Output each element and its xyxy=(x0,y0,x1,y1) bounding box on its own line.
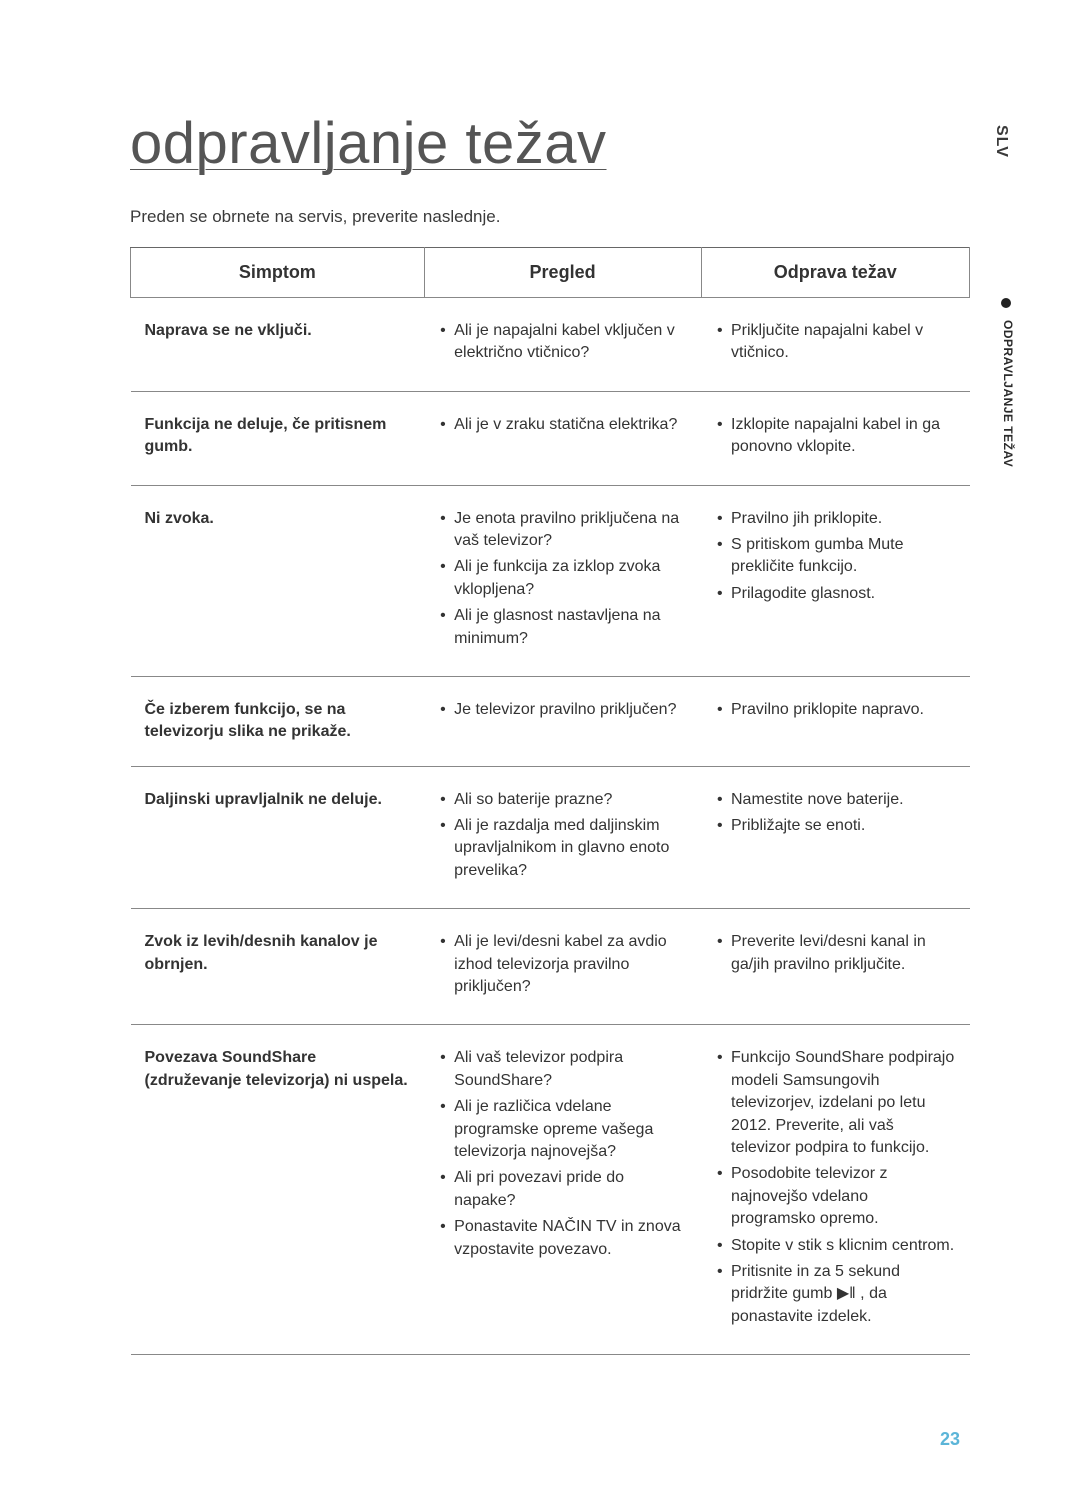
page-title: odpravljanje težav xyxy=(130,110,970,177)
remedy-item: Približajte se enoti. xyxy=(715,815,956,837)
side-language-label: SLV xyxy=(992,125,1010,158)
check-cell: Je televizor pravilno priključen? xyxy=(424,676,701,766)
remedy-cell: Preverite levi/desni kanal in ga/jih pra… xyxy=(701,909,970,1025)
check-cell: Ali je levi/desni kabel za avdio izhod t… xyxy=(424,909,701,1025)
symptom-cell: Funkcija ne deluje, če pritisnem gumb. xyxy=(131,391,425,485)
remedy-item: Priključite napajalni kabel v vtičnico. xyxy=(715,320,956,365)
remedy-cell: Priključite napajalni kabel v vtičnico. xyxy=(701,298,970,392)
remedy-cell: Pravilno priklopite napravo. xyxy=(701,676,970,766)
check-item: Ponastavite NAČIN TV in znova vzpostavit… xyxy=(438,1216,687,1261)
check-item: Ali je različica vdelane programske opre… xyxy=(438,1096,687,1163)
symptom-cell: Daljinski upravljalnik ne deluje. xyxy=(131,766,425,909)
check-cell: Ali vaš televizor podpira SoundShare?Ali… xyxy=(424,1025,701,1355)
remedy-item: Izklopite napajalni kabel in ga ponovno … xyxy=(715,414,956,459)
check-cell: Ali je v zraku statična elektrika? xyxy=(424,391,701,485)
symptom-cell: Če izberem funkcijo, se na televizorju s… xyxy=(131,676,425,766)
symptom-cell: Povezava SoundShare (združevanje televiz… xyxy=(131,1025,425,1355)
symptom-cell: Naprava se ne vključi. xyxy=(131,298,425,392)
col-header-symptom: Simptom xyxy=(131,248,425,298)
remedy-item: Posodobite televizor z najnovejšo vdelan… xyxy=(715,1163,956,1230)
page-number: 23 xyxy=(940,1429,960,1450)
table-row: Zvok iz levih/desnih kanalov je obrnjen.… xyxy=(131,909,970,1025)
check-item: Ali je napajalni kabel vključen v elektr… xyxy=(438,320,687,365)
remedy-item: Pravilno jih priklopite. xyxy=(715,508,956,530)
remedy-item: S pritiskom gumba Mute prekličite funkci… xyxy=(715,534,956,579)
check-item: Je televizor pravilno priključen? xyxy=(438,699,687,721)
check-item: Ali je v zraku statična elektrika? xyxy=(438,414,687,436)
remedy-item: Stopite v stik s klicnim centrom. xyxy=(715,1235,956,1257)
check-item: Ali vaš televizor podpira SoundShare? xyxy=(438,1047,687,1092)
remedy-cell: Pravilno jih priklopite. S pritiskom gumb… xyxy=(701,485,970,676)
table-row: Naprava se ne vključi. Ali je napajalni k… xyxy=(131,298,970,392)
remedy-item: Funkcijo SoundShare podpirajo modeli Sam… xyxy=(715,1047,956,1159)
check-item: Ali je razdalja med daljinskim upravljal… xyxy=(438,815,687,882)
check-item: Je enota pravilno priključena na vaš tel… xyxy=(438,508,687,553)
check-item: Ali je glasnost nastavljena na minimum? xyxy=(438,605,687,650)
intro-text: Preden se obrnete na servis, preverite n… xyxy=(130,207,970,227)
symptom-cell: Ni zvoka. xyxy=(131,485,425,676)
check-cell: Ali je napajalni kabel vključen v elektr… xyxy=(424,298,701,392)
check-cell: Ali so baterije prazne? Ali je razdalja m… xyxy=(424,766,701,909)
check-cell: Je enota pravilno priključena na vaš tel… xyxy=(424,485,701,676)
remedy-item: Pritisnite in za 5 sekund pridržite gumb… xyxy=(715,1261,956,1328)
table-row: Če izberem funkcijo, se na televizorju s… xyxy=(131,676,970,766)
col-header-remedy: Odprava težav xyxy=(701,248,970,298)
remedy-cell: Funkcijo SoundShare podpirajo modeli Sam… xyxy=(701,1025,970,1355)
table-row: Daljinski upravljalnik ne deluje.Ali so … xyxy=(131,766,970,909)
table-row: Ni zvoka. Je enota pravilno priključena n… xyxy=(131,485,970,676)
remedy-item: Prilagodite glasnost. xyxy=(715,583,956,605)
remedy-cell: Namestite nove baterije. Približajte se e… xyxy=(701,766,970,909)
remedy-item: Pravilno priklopite napravo. xyxy=(715,699,956,721)
check-item: Ali pri povezavi pride do napake? xyxy=(438,1167,687,1212)
remedy-cell: Izklopite napajalni kabel in ga ponovno … xyxy=(701,391,970,485)
side-section-label: ODPRAVLJANJE TEŽAV xyxy=(1001,320,1015,467)
remedy-item: Namestite nove baterije. xyxy=(715,789,956,811)
table-row: Povezava SoundShare (združevanje televiz… xyxy=(131,1025,970,1355)
check-item: Ali so baterije prazne? xyxy=(438,789,687,811)
troubleshooting-table: Simptom Pregled Odprava težav Naprava se… xyxy=(130,247,970,1355)
remedy-item: Preverite levi/desni kanal in ga/jih pra… xyxy=(715,931,956,976)
side-section-tab: ODPRAVLJANJE TEŽAV xyxy=(989,280,1025,540)
check-item: Ali je levi/desni kabel za avdio izhod t… xyxy=(438,931,687,998)
table-row: Funkcija ne deluje, če pritisnem gumb. Al… xyxy=(131,391,970,485)
col-header-check: Pregled xyxy=(424,248,701,298)
side-tab-bullet xyxy=(1001,298,1011,308)
symptom-cell: Zvok iz levih/desnih kanalov je obrnjen. xyxy=(131,909,425,1025)
check-item: Ali je funkcija za izklop zvoka vkloplje… xyxy=(438,556,687,601)
